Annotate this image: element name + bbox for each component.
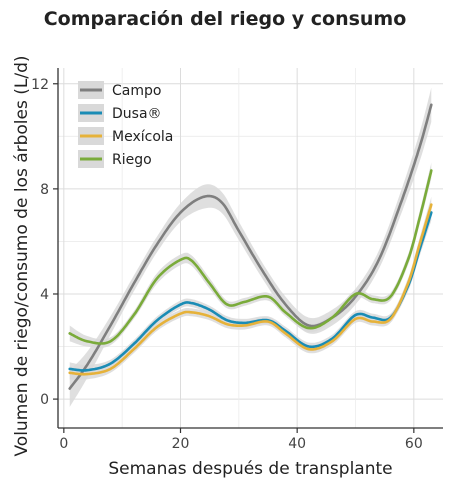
legend-label: Campo <box>112 83 161 99</box>
y-tick-label: 12 <box>31 77 49 93</box>
series-line-2 <box>68 203 433 376</box>
y-tick-label: 0 <box>40 392 49 408</box>
y-axis-label: Volumen de riego/consumo de los árboles … <box>12 55 32 456</box>
chart-title: Comparación del riego y consumo <box>43 8 407 30</box>
x-tick-label: 40 <box>288 436 306 452</box>
series-line-1 <box>68 211 433 372</box>
x-tick-label: 0 <box>59 436 68 452</box>
x-axis-label: Semanas después de transplante <box>108 459 392 479</box>
confidence-band-0 <box>69 87 432 407</box>
series-lines <box>68 103 433 390</box>
legend-label: Riego <box>112 152 152 168</box>
legend-label: Mexícola <box>112 129 173 145</box>
y-tick-label: 8 <box>40 182 49 198</box>
x-tick-label: 60 <box>405 436 423 452</box>
y-tick-label: 4 <box>40 287 49 303</box>
legend-label: Dusa® <box>112 106 162 122</box>
series-line-3 <box>68 169 433 345</box>
series-line-0 <box>68 103 433 390</box>
x-tick-label: 20 <box>172 436 190 452</box>
legend: Campo Dusa® Mexícola Riego <box>78 81 173 168</box>
axes: 0 4 8 12 0 20 40 60 <box>31 68 443 452</box>
